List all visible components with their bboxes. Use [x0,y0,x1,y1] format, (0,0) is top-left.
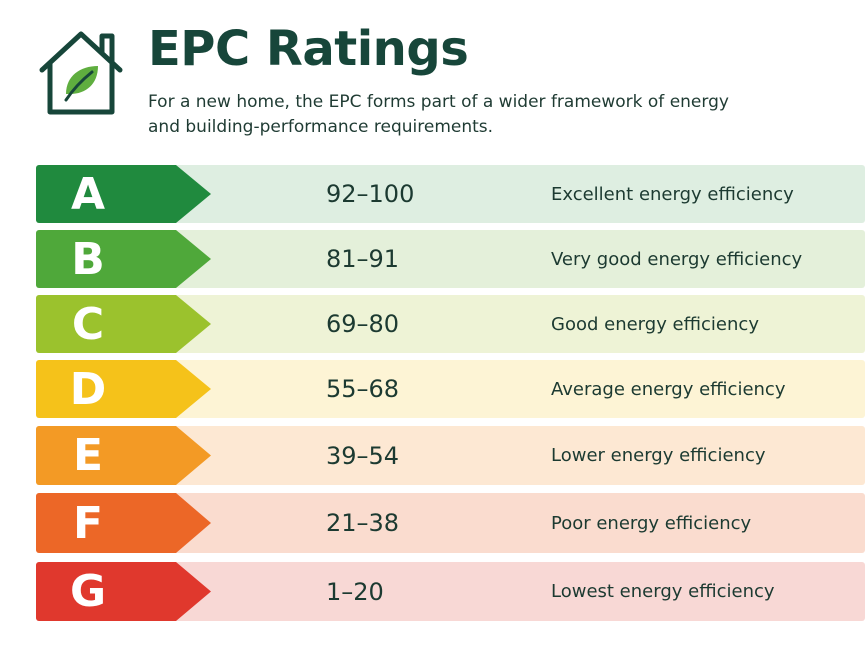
rating-description: Lowest energy efficiency [551,581,775,602]
rating-description: Good energy efficiency [551,313,759,335]
rating-arrow [36,295,211,353]
rating-letter: A [70,168,106,220]
rating-row-e: E 39–54 Lower energy efficiency [36,426,865,485]
rating-letter: B [71,233,105,285]
rating-score-range: 92–100 [326,180,415,208]
rating-letter: D [69,363,107,415]
rating-arrow [36,493,211,553]
rating-row-d: D 55–68 Average energy efficiency [36,360,865,418]
rating-arrow [36,426,211,485]
rating-score-range: 21–38 [326,509,400,537]
rating-score-range: 1–20 [326,577,384,606]
rating-letter: G [69,566,107,617]
rating-arrow [36,360,211,418]
rating-row-g: G 1–20 Lowest energy efficiency [36,562,865,621]
page-title: EPC Ratings [148,21,469,77]
rating-arrow [36,230,211,288]
rating-description: Average energy efficiency [551,378,786,400]
rating-row-f: F 21–38 Poor energy efficiency [36,493,865,553]
rating-score-range: 55–68 [326,375,400,403]
rating-letter: C [71,298,105,350]
rating-arrow [36,562,211,621]
rating-description: Very good energy efficiency [551,248,803,270]
rating-description: Excellent energy efficiency [551,183,794,205]
rating-score-range: 39–54 [326,441,400,470]
rating-row-a: A 92–100 Excellent energy efficiency [36,165,865,223]
header: EPC Ratings For a new home, the EPC form… [0,0,865,160]
rating-letter: E [72,430,104,481]
rating-row-c: C 69–80 Good energy efficiency [36,295,865,353]
page-subtitle: For a new home, the EPC forms part of a … [148,92,729,137]
house-leaf-icon [39,31,123,115]
rating-score-range: 81–91 [326,245,400,273]
rating-description: Lower energy efficiency [551,445,766,466]
rating-arrow [36,165,211,223]
rating-letter: F [72,497,104,549]
rating-row-b: B 81–91 Very good energy efficiency [36,230,865,288]
rating-score-range: 69–80 [326,310,400,338]
rating-description: Poor energy efficiency [551,512,752,534]
